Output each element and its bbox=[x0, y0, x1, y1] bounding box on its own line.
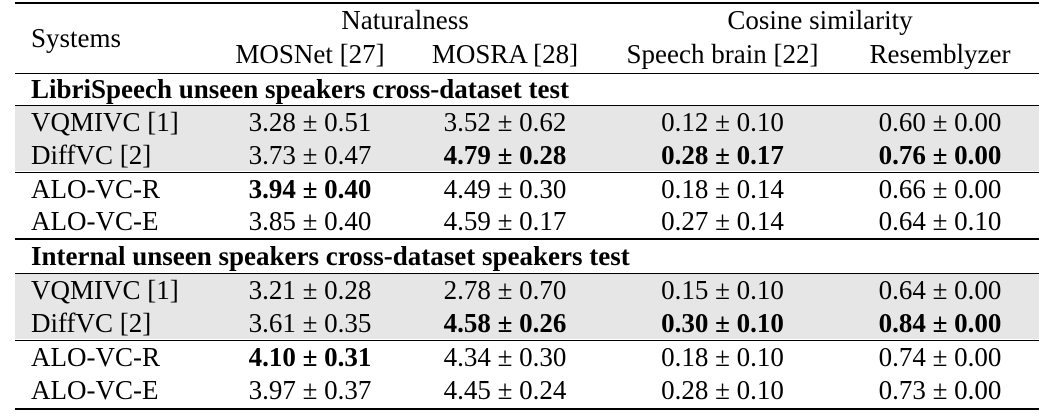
row-system-name: DiffVC [2] bbox=[31, 308, 152, 338]
row-system-name: VQMIVC [1] bbox=[31, 275, 179, 305]
cell-mosnet: 3.85 ± 0.40 bbox=[248, 206, 372, 236]
header-speech-brain: Speech brain [22] bbox=[626, 39, 819, 69]
cell-mosra: 2.78 ± 0.70 bbox=[443, 275, 567, 305]
cell-mosra: 4.49 ± 0.30 bbox=[443, 174, 567, 204]
group-rule bbox=[15, 340, 1039, 341]
section-title-internal: Internal unseen speakers cross-dataset s… bbox=[31, 241, 630, 271]
group-rule bbox=[15, 172, 1039, 173]
header-rule bbox=[15, 73, 1039, 74]
section-rule bbox=[15, 273, 1039, 274]
section-separator-rule bbox=[15, 238, 1039, 240]
cell-mosra: 3.52 ± 0.62 bbox=[443, 107, 567, 137]
cell-speech-brain: 0.30 ± 0.10 bbox=[661, 308, 784, 338]
cell-resemblyzer: 0.74 ± 0.00 bbox=[878, 342, 1002, 372]
cell-mosnet: 3.73 ± 0.47 bbox=[248, 140, 372, 170]
cell-speech-brain: 0.27 ± 0.14 bbox=[661, 206, 784, 236]
cell-resemblyzer: 0.60 ± 0.00 bbox=[878, 107, 1002, 137]
header-resemblyzer: Resemblyzer bbox=[869, 39, 1011, 69]
cell-mosra: 4.45 ± 0.24 bbox=[443, 375, 567, 405]
bottom-rule bbox=[15, 408, 1039, 410]
row-system-name: ALO-VC-E bbox=[31, 375, 159, 405]
top-rule bbox=[15, 2, 1039, 4]
row-system-name: ALO-VC-R bbox=[31, 342, 160, 372]
cell-speech-brain: 0.12 ± 0.10 bbox=[661, 107, 784, 137]
cell-mosra: 4.34 ± 0.30 bbox=[443, 342, 567, 372]
header-mosnet: MOSNet [27] bbox=[235, 39, 385, 69]
cell-resemblyzer: 0.73 ± 0.00 bbox=[878, 375, 1002, 405]
header-naturalness: Naturalness bbox=[341, 5, 469, 35]
row-system-name: DiffVC [2] bbox=[31, 140, 152, 170]
section-title-librispeech: LibriSpeech unseen speakers cross-datase… bbox=[31, 74, 569, 104]
cell-mosnet: 3.28 ± 0.51 bbox=[248, 107, 372, 137]
cell-speech-brain: 0.28 ± 0.17 bbox=[661, 140, 784, 170]
cell-mosnet: 3.21 ± 0.28 bbox=[248, 275, 372, 305]
cell-mosra: 4.58 ± 0.26 bbox=[443, 308, 567, 338]
header-systems: Systems bbox=[31, 23, 122, 53]
cell-speech-brain: 0.28 ± 0.10 bbox=[661, 375, 784, 405]
shaded-block bbox=[15, 274, 1039, 339]
cell-speech-brain: 0.15 ± 0.10 bbox=[661, 275, 784, 305]
cell-speech-brain: 0.18 ± 0.14 bbox=[661, 174, 784, 204]
cell-mosnet: 4.10 ± 0.31 bbox=[248, 342, 372, 372]
cell-mosra: 4.79 ± 0.28 bbox=[443, 140, 567, 170]
cell-mosnet: 3.97 ± 0.37 bbox=[248, 375, 372, 405]
row-system-name: VQMIVC [1] bbox=[31, 107, 179, 137]
header-cosine-similarity: Cosine similarity bbox=[727, 5, 913, 35]
section-rule bbox=[15, 105, 1039, 106]
cell-resemblyzer: 0.64 ± 0.10 bbox=[878, 206, 1002, 236]
cell-resemblyzer: 0.64 ± 0.00 bbox=[878, 275, 1002, 305]
cell-resemblyzer: 0.66 ± 0.00 bbox=[878, 174, 1002, 204]
shaded-block bbox=[15, 106, 1039, 171]
cell-resemblyzer: 0.84 ± 0.00 bbox=[878, 308, 1002, 338]
header-mosra: MOSRA [28] bbox=[431, 39, 579, 69]
results-table: Systems Naturalness Cosine similarity MO… bbox=[15, 0, 1039, 420]
cell-mosra: 4.59 ± 0.17 bbox=[443, 206, 567, 236]
cell-speech-brain: 0.18 ± 0.10 bbox=[661, 342, 784, 372]
cell-mosnet: 3.94 ± 0.40 bbox=[248, 174, 372, 204]
cell-resemblyzer: 0.76 ± 0.00 bbox=[878, 140, 1002, 170]
row-system-name: ALO-VC-R bbox=[31, 174, 160, 204]
cell-mosnet: 3.61 ± 0.35 bbox=[248, 308, 372, 338]
row-system-name: ALO-VC-E bbox=[31, 206, 159, 236]
